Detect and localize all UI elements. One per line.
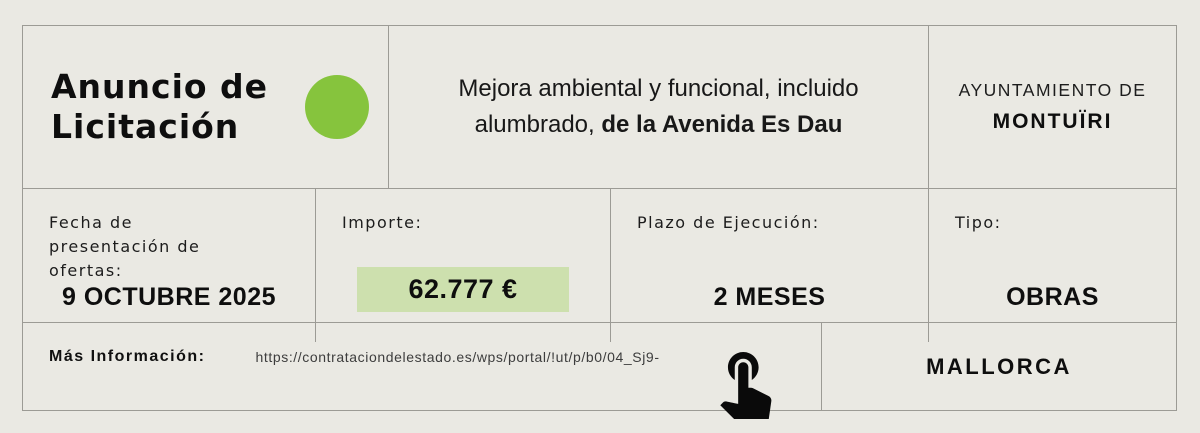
- amount-highlight: 62.777 €: [357, 266, 569, 312]
- tap-hand-icon: [720, 351, 772, 419]
- project-description-regular: Mejora ambiental y funcional, incluido a…: [458, 75, 859, 138]
- execution-term-value: 2 MESES: [713, 283, 826, 311]
- submission-date-label: Fecha de presentación de ofertas:: [49, 213, 201, 280]
- contract-type-label: Tipo:: [955, 213, 1002, 232]
- contract-type-cell: Tipo: OBRAS: [929, 189, 1176, 342]
- details-row: Fecha de presentación de ofertas: 9 OCTU…: [23, 189, 1176, 342]
- amount-cell: Importe: 62.777 €: [316, 189, 611, 342]
- project-description-bold: de la Avenida Es Dau: [601, 111, 843, 138]
- submission-date-value: 9 OCTUBRE 2025: [61, 283, 277, 311]
- amount-label: Importe:: [342, 213, 423, 232]
- project-description: Mejora ambiental y funcional, incluido a…: [419, 71, 898, 143]
- header-row: Anuncio de Licitación Mejora ambiental y…: [23, 26, 1176, 189]
- footer-row: Más Información: https://contrataciondel…: [23, 323, 1176, 419]
- project-cell: Mejora ambiental y funcional, incluido a…: [389, 26, 929, 188]
- execution-term-cell: Plazo de Ejecución: 2 MESES: [611, 189, 929, 342]
- title-cell: Anuncio de Licitación: [23, 26, 389, 188]
- announcement-card: Anuncio de Licitación Mejora ambiental y…: [22, 25, 1177, 419]
- green-dot-icon: [305, 75, 369, 139]
- location-cell: MALLORCA: [822, 323, 1176, 410]
- page-title: Anuncio de Licitación: [51, 66, 269, 146]
- execution-term-label: Plazo de Ejecución:: [637, 213, 820, 232]
- contract-type-value: OBRAS: [1006, 283, 1099, 311]
- more-info-cell: Más Información: https://contrataciondel…: [23, 323, 822, 419]
- organization-name: MONTUÏRI: [992, 110, 1113, 133]
- location-name: MALLORCA: [926, 353, 1072, 379]
- submission-date-cell: Fecha de presentación de ofertas: 9 OCTU…: [23, 189, 316, 342]
- amount-value-wrap: 62.777 €: [316, 266, 610, 312]
- organization-prefix: AYUNTAMIENTO DE: [958, 80, 1147, 100]
- more-info-label: Más Información:: [49, 347, 206, 365]
- more-info-url[interactable]: https://contrataciondelestado.es/wps/por…: [255, 348, 660, 365]
- organization-cell: AYUNTAMIENTO DE MONTUÏRI: [929, 26, 1176, 188]
